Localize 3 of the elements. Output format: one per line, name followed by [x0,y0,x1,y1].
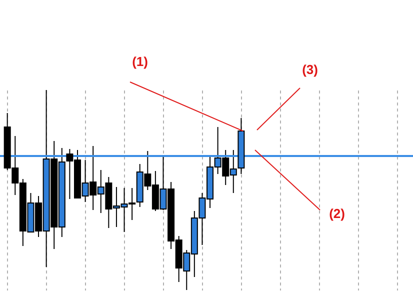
text: (2) [329,206,345,221]
text: (1) [132,54,148,69]
text: (3) [302,62,318,77]
